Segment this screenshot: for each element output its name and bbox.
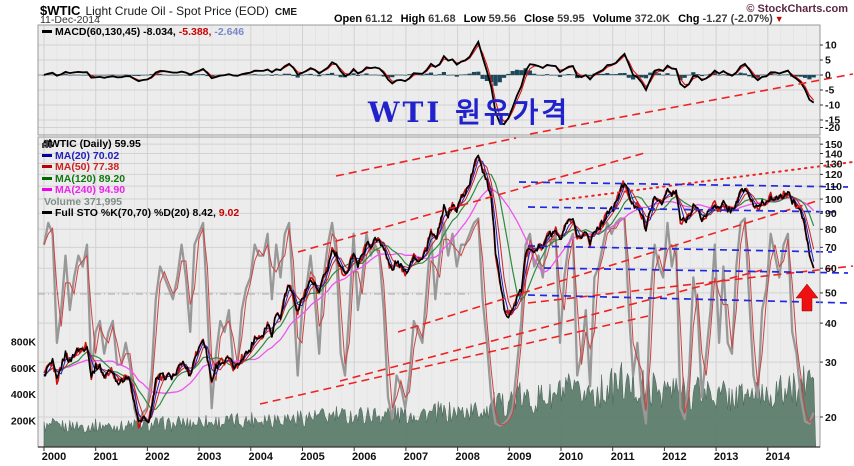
svg-text:80: 80	[825, 224, 837, 236]
red-trendline	[335, 137, 517, 177]
source-credit: © StockCharts.com	[746, 3, 848, 15]
svg-text:2009: 2009	[507, 451, 531, 463]
svg-text:2006: 2006	[352, 451, 376, 463]
price-line	[43, 154, 815, 424]
quote-row: Open 61.12 High 61.68 Low 59.56 Close 59.95 Volu…	[326, 13, 784, 25]
svg-text:800K: 800K	[11, 336, 37, 348]
blue-support-line	[543, 267, 849, 274]
symbol-description: Light Crude Oil - Spot Price (EOD)	[85, 4, 269, 18]
quote-value-open: 61.12	[365, 13, 393, 25]
svg-text:70: 70	[825, 242, 837, 254]
svg-text:2002: 2002	[145, 451, 169, 463]
svg-text:2003: 2003	[197, 451, 221, 463]
blue-support-line	[527, 206, 841, 213]
quote-label-chg: Chg	[678, 13, 700, 25]
svg-text:120: 120	[825, 169, 843, 181]
svg-text:600K: 600K	[11, 363, 37, 375]
quote-value-low: 59.56	[488, 13, 517, 25]
svg-text:0: 0	[825, 70, 831, 82]
svg-text:2014: 2014	[766, 451, 791, 463]
quote-label-volume: Volume	[592, 13, 632, 25]
svg-text:2004: 2004	[249, 451, 274, 463]
change-down-icon: ▼	[774, 14, 784, 24]
exchange-label: CME	[274, 7, 298, 18]
svg-text:50: 50	[825, 288, 837, 300]
svg-text:60: 60	[825, 263, 837, 275]
svg-text:400K: 400K	[11, 389, 37, 401]
svg-text:30: 30	[825, 357, 837, 369]
red-trendline	[259, 315, 649, 405]
red-trendline-macd	[529, 73, 854, 135]
svg-text:-5: -5	[825, 85, 834, 97]
macd-panel-border	[37, 24, 821, 136]
svg-text:2005: 2005	[300, 451, 324, 463]
korean-annotation-label: WTI 원유가격	[367, 96, 570, 129]
svg-text:2011: 2011	[611, 451, 635, 463]
svg-text:2012: 2012	[662, 451, 686, 463]
svg-text:2000: 2000	[42, 451, 66, 463]
quote-value-chg: -1.27 (-2.07%)	[702, 13, 773, 25]
symbol-label: $WTIC	[40, 3, 81, 18]
quote-label-open: Open	[334, 13, 363, 25]
svg-text:130: 130	[825, 158, 843, 170]
blue-support-line	[518, 181, 849, 188]
svg-text:110: 110	[825, 181, 842, 193]
quote-value-close: 59.95	[557, 13, 585, 25]
svg-text:90: 90	[825, 208, 837, 220]
blue-support-line	[527, 294, 849, 304]
svg-text:2013: 2013	[714, 451, 738, 463]
svg-text:20: 20	[825, 412, 837, 424]
svg-text:-20: -20	[825, 122, 840, 134]
svg-text:2001: 2001	[93, 451, 117, 463]
up-arrow-marker	[795, 283, 819, 312]
ma120-line	[43, 172, 815, 410]
ma240-line	[43, 187, 815, 394]
red-trendline	[297, 151, 649, 253]
svg-text:-15: -15	[825, 115, 840, 127]
red-trendline	[339, 269, 763, 382]
svg-text:-10: -10	[825, 100, 840, 112]
chart-header: $WTIC Light Crude Oil - Spot Price (EOD) C…	[40, 2, 297, 20]
quote-label-high: High	[400, 13, 426, 25]
svg-text:140: 140	[825, 148, 843, 160]
svg-text:40: 40	[825, 318, 837, 330]
full-sto-d-line	[43, 217, 815, 426]
quote-value-volume: 372.0K	[634, 13, 671, 25]
svg-text:2010: 2010	[559, 451, 583, 463]
svg-text:100: 100	[825, 194, 843, 206]
quote-label-low: Low	[463, 13, 486, 25]
macd-panel-bg	[38, 25, 820, 135]
red-dotted-trendline	[559, 161, 854, 201]
svg-text:2008: 2008	[455, 451, 479, 463]
macd-line	[43, 39, 815, 126]
svg-text:2007: 2007	[404, 451, 428, 463]
chart-date: 11-Dec-2014	[40, 14, 100, 26]
quote-label-close: Close	[524, 13, 555, 25]
blue-support-line	[527, 245, 833, 253]
svg-text:5: 5	[825, 55, 831, 67]
svg-text:10: 10	[825, 40, 837, 52]
red-trendline	[397, 199, 821, 333]
svg-text:200K: 200K	[11, 416, 37, 428]
quote-value-high: 61.68	[428, 13, 456, 25]
svg-text:150: 150	[825, 139, 843, 151]
